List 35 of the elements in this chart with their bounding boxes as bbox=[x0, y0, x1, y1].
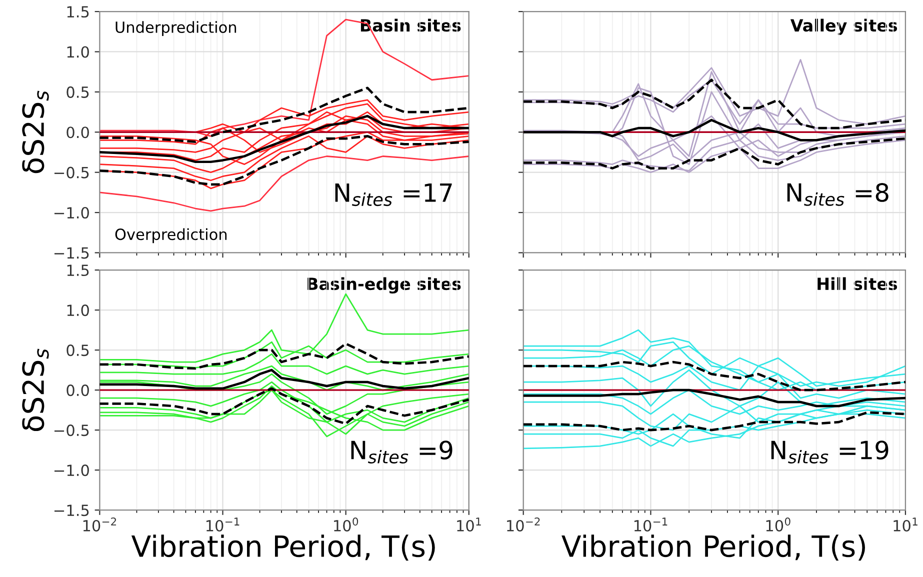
y-tick-label: −1.0 bbox=[54, 464, 89, 476]
y-tick-label: 0.5 bbox=[66, 344, 89, 356]
y-tick-label: 0.5 bbox=[66, 86, 89, 98]
x-axis-title: Vibration Period, T(s) bbox=[131, 534, 435, 561]
x-tick-label: 10$^{1}$ bbox=[457, 518, 481, 532]
x-tick-label: 10$^{−2}$ bbox=[507, 517, 540, 532]
y-tick-label: −0.5 bbox=[54, 166, 89, 178]
x-axis-title: Vibration Period, T(s) bbox=[562, 534, 865, 561]
annotation: Underprediction bbox=[116, 21, 236, 36]
chart-title: Hill sites bbox=[818, 277, 898, 290]
annotation: N$_{sites}$ =17 bbox=[335, 183, 452, 206]
y-tick-label: 1.0 bbox=[67, 304, 89, 316]
annotation: N$_{sites}$ =19 bbox=[771, 440, 888, 464]
y-tick-label: −1.5 bbox=[54, 504, 89, 516]
y-tick-label: 0.0 bbox=[66, 384, 89, 396]
y-tick-label: −1.0 bbox=[54, 206, 89, 219]
y-axis-title: δS2S$_{s}$ bbox=[22, 90, 49, 174]
annotation: N$_{sites}$ =9 bbox=[351, 440, 452, 464]
y-tick-label: 0.0 bbox=[66, 126, 89, 138]
x-tick-label: 10$^{1}$ bbox=[894, 518, 918, 532]
chart-title: Basin-edge sites bbox=[308, 277, 461, 294]
y-tick-label: −1.5 bbox=[54, 247, 89, 259]
y-tick-label: 1.0 bbox=[67, 46, 89, 58]
y-tick-label: −0.5 bbox=[54, 424, 89, 436]
x-tick-label: 10$^{−2}$ bbox=[83, 517, 116, 532]
chart-title: Valley sites bbox=[790, 18, 898, 36]
annotation: Overprediction bbox=[115, 228, 227, 244]
annotation: N$_{sites}$ =8 bbox=[787, 182, 888, 206]
y-axis-title: δS2S$_{s}$ bbox=[22, 348, 49, 432]
x-tick-label: 10$^{0}$ bbox=[766, 517, 790, 532]
x-tick-label: 10$^{−1}$ bbox=[634, 518, 668, 532]
x-tick-label: 10$^{−1}$ bbox=[206, 518, 240, 532]
x-tick-label: 10$^{0}$ bbox=[334, 517, 358, 532]
y-tick-label: 1.5 bbox=[67, 6, 89, 18]
y-tick-label: 1.5 bbox=[67, 264, 89, 276]
